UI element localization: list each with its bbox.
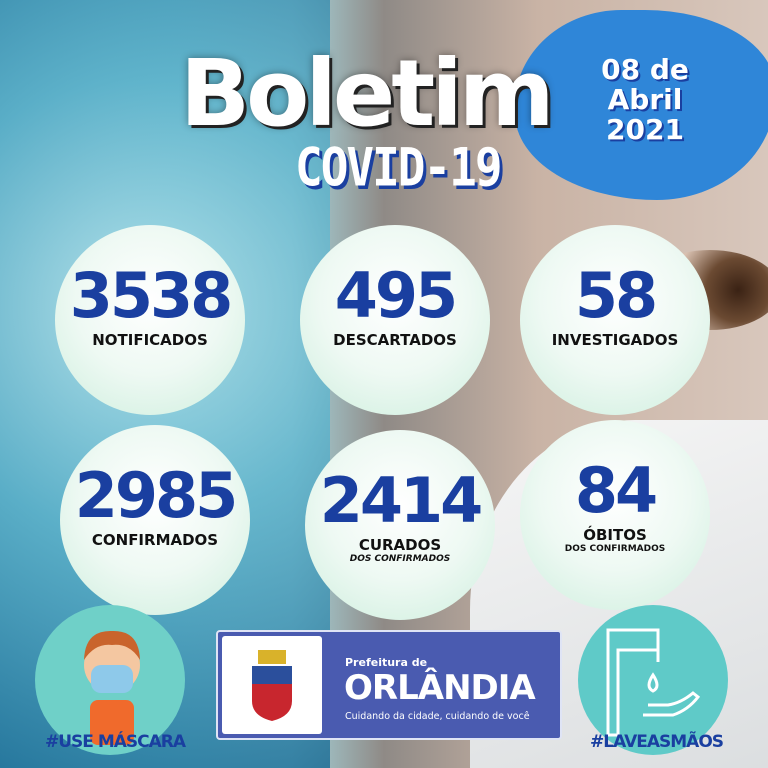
stat-label: CONFIRMADOS (91, 531, 219, 549)
stat-obitos: 84 ÓBITOS DOS CONFIRMADOS (520, 420, 710, 610)
stat-curados: 2414 CURADOS DOS CONFIRMADOS (305, 430, 495, 620)
subtitle: COVID-19 (295, 135, 503, 199)
date-day: 08 de (601, 53, 689, 86)
stat-label: CURADOS (358, 536, 442, 554)
date-blob (515, 10, 768, 200)
boy-mask-icon (84, 630, 140, 745)
stat-note: DOS CONFIRMADOS (564, 544, 666, 554)
handwash-icon (606, 628, 701, 737)
title: Boletim (180, 40, 555, 147)
stat-label: ÓBITOS (583, 526, 647, 544)
hands-badge (578, 605, 728, 755)
stat-value: 84 (574, 454, 658, 527)
slogan: Cuidando da cidade, cuidando de você (345, 711, 530, 722)
city-crest-logo (222, 636, 322, 734)
stat-notificados: 3538 NOTIFICADOS (55, 225, 245, 415)
mask-badge (35, 605, 185, 755)
date-year: 2021 (606, 113, 684, 146)
prefeitura-label: Prefeitura de (345, 656, 428, 669)
stat-value: 58 (574, 259, 658, 332)
stat-value: 3538 (69, 259, 234, 332)
date: 08 de Abril 2021 (570, 55, 720, 145)
stat-label: INVESTIGADOS (551, 331, 679, 349)
stat-confirmados: 2985 CONFIRMADOS (60, 425, 250, 615)
prefeitura-panel: Prefeitura de ORLÂNDIA Cuidando da cidad… (216, 630, 562, 740)
stat-label: NOTIFICADOS (92, 331, 208, 349)
stat-descartados: 495 DESCARTADOS (300, 225, 490, 415)
stat-investigados: 58 INVESTIGADOS (520, 225, 710, 415)
date-month: Abril (607, 83, 683, 116)
stat-label: DESCARTADOS (333, 331, 457, 349)
wash-hands-hashtag: #LAVEASMÃOS (590, 732, 724, 752)
city-name: ORLÂNDIA (344, 668, 536, 708)
stat-value: 495 (334, 259, 458, 332)
use-mask-hashtag: #USE MÁSCARA (45, 732, 186, 752)
stat-value: 2414 (319, 464, 484, 537)
stat-note: DOS CONFIRMADOS (349, 554, 451, 564)
stat-value: 2985 (74, 459, 239, 532)
